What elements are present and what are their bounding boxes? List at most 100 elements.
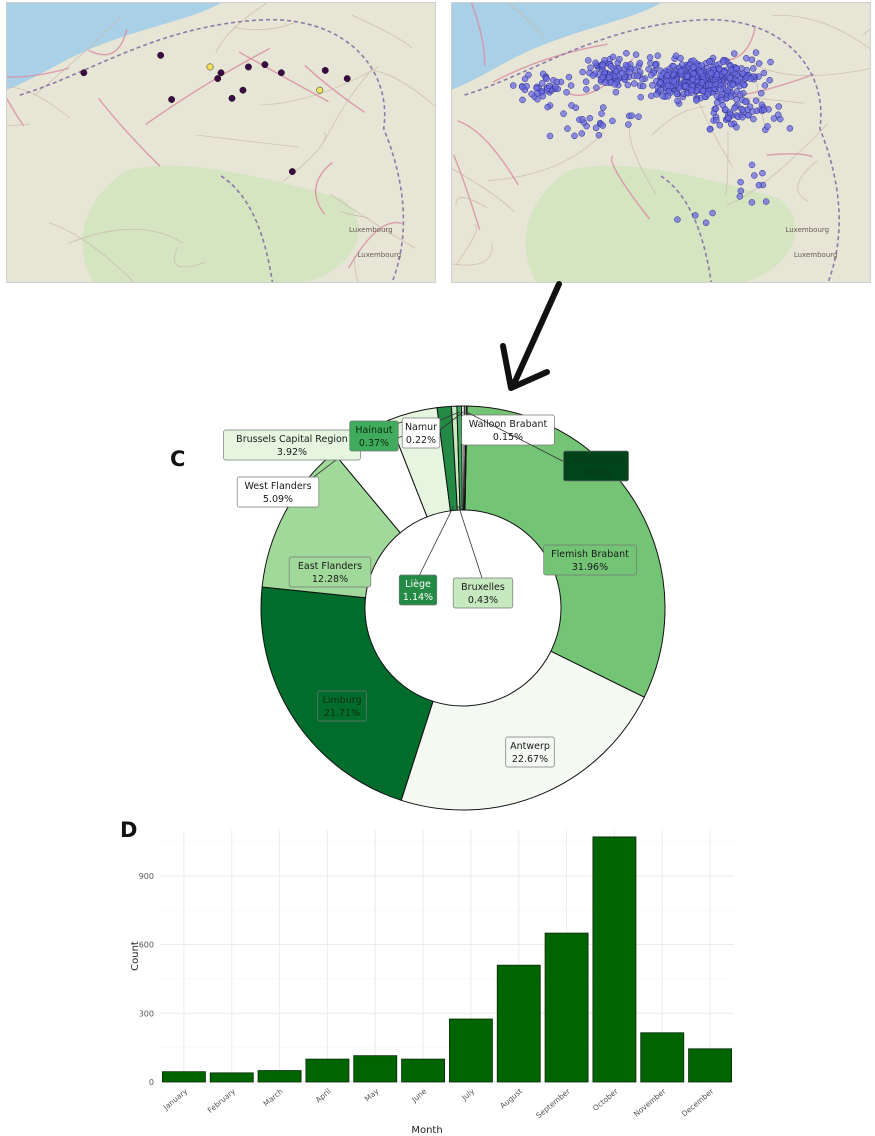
- bar: [544, 932, 589, 1083]
- slice-label-name: Antwerp: [510, 741, 550, 752]
- slice-label-box: [505, 736, 555, 768]
- slice-label-percent: 0.06%: [581, 468, 611, 479]
- map-point: [740, 81, 748, 89]
- road: [340, 210, 370, 219]
- map-point: [239, 86, 247, 94]
- map-point: [612, 67, 620, 75]
- map-point: [261, 61, 269, 69]
- map-point: [664, 82, 672, 89]
- slice-label-percent: 0.43%: [468, 595, 498, 606]
- x-tick-label: August: [498, 1087, 524, 1111]
- map-point: [564, 125, 571, 132]
- x-tick-label: May: [363, 1086, 381, 1103]
- road: [68, 228, 184, 244]
- map-point: [682, 82, 689, 90]
- map-point: [654, 52, 662, 59]
- map-point: [623, 49, 630, 57]
- bar: [209, 1072, 254, 1083]
- map-point: [546, 132, 554, 140]
- sea-area: [7, 3, 221, 90]
- map-point: [760, 69, 768, 77]
- map-point: [775, 103, 782, 110]
- map-point: [589, 72, 597, 79]
- slice-label-box: [452, 577, 514, 609]
- map-point: [713, 116, 720, 124]
- map-point: [579, 116, 586, 123]
- map-point: [698, 79, 706, 86]
- slice-label-name: Brussels Capital Region: [236, 434, 348, 445]
- map-point: [702, 219, 710, 227]
- panel-d-label: D: [120, 818, 138, 842]
- map-point: [770, 115, 778, 122]
- map-point: [217, 69, 225, 77]
- road: [33, 14, 123, 96]
- road: [488, 131, 605, 182]
- x-tick-label: February: [206, 1086, 238, 1115]
- road: [508, 3, 546, 39]
- map-point: [607, 63, 615, 70]
- slice-label-name: Limburg: [322, 695, 361, 706]
- map-point: [579, 68, 586, 76]
- map-point: [618, 69, 626, 77]
- slice-label: West Flanders 5.09%: [236, 476, 320, 508]
- bar: [305, 1058, 350, 1083]
- road: [455, 197, 488, 209]
- slice-label: Antwerp 22.67%: [505, 736, 555, 768]
- border-line: [19, 18, 405, 282]
- map-point: [649, 82, 656, 89]
- bar: [401, 1058, 446, 1083]
- map-point: [592, 59, 599, 67]
- x-tick-label: April: [314, 1087, 333, 1105]
- map-point: [698, 62, 705, 69]
- slice-label: Bruxelles 0.43%: [452, 577, 514, 609]
- map-a-canvas: Luxembourg Luxembourg: [7, 3, 435, 282]
- map-point: [689, 75, 697, 83]
- map-point: [748, 56, 756, 64]
- x-tick-label: December: [680, 1086, 716, 1118]
- map-point: [582, 78, 590, 85]
- label-leader-line: [458, 505, 484, 582]
- map-point: [729, 81, 737, 89]
- map-point: [672, 52, 680, 60]
- map-point: [635, 113, 642, 120]
- x-axis-title: Month: [411, 1125, 442, 1136]
- road: [7, 67, 69, 78]
- slice-label-percent: 0.22%: [406, 435, 436, 446]
- map-point: [706, 58, 713, 65]
- road: [455, 224, 478, 266]
- slice-label: Limburg 21.71%: [317, 690, 367, 722]
- map-point: [528, 90, 535, 98]
- map-point: [762, 198, 770, 205]
- slice-label-name: West Flanders: [244, 481, 311, 492]
- map-point: [645, 65, 652, 73]
- map-point: [734, 77, 742, 85]
- map-point: [730, 50, 738, 57]
- road: [7, 97, 25, 127]
- bar-chart: 0 300 600 900 January February March April May Ju…: [130, 830, 734, 1136]
- map-point: [712, 81, 720, 88]
- map-point: [758, 89, 765, 97]
- map-region-label: Luxembourg: [349, 226, 393, 234]
- road: [651, 106, 706, 136]
- map-point: [636, 59, 644, 67]
- bar: [592, 836, 637, 1083]
- map-point: [509, 82, 517, 89]
- slice-label-name: Walloon Brabant: [469, 419, 548, 430]
- map-point: [631, 80, 638, 87]
- slice-label-box: [461, 414, 555, 446]
- road: [173, 246, 206, 268]
- road: [725, 131, 729, 196]
- bar: [688, 1048, 733, 1083]
- slice-label-name: Liège: [405, 579, 431, 590]
- map-point: [624, 81, 632, 89]
- slice-label-name: Hainaut: [355, 425, 392, 436]
- map-point: [228, 94, 236, 102]
- map-point: [546, 82, 553, 90]
- road: [754, 64, 870, 76]
- label-leader-line: [417, 506, 454, 579]
- map-point: [288, 168, 296, 176]
- x-tick-label: June: [409, 1086, 428, 1104]
- slice-label-percent: 0.37%: [359, 438, 389, 449]
- slice-label: Hainaut 0.37%: [349, 420, 399, 452]
- map-point: [677, 68, 685, 75]
